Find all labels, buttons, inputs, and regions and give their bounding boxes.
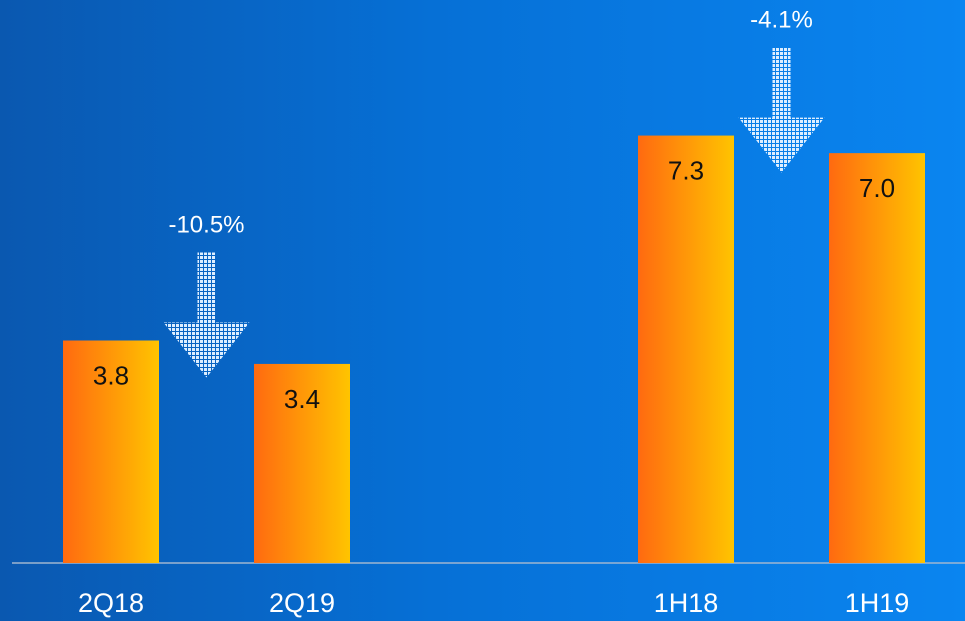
bar-2q18 xyxy=(63,340,159,563)
x-tick-label: 1H18 xyxy=(654,588,719,618)
bar-value-label: 7.0 xyxy=(859,173,895,203)
bar-1h19 xyxy=(829,153,925,563)
down-arrow-icon xyxy=(738,47,825,173)
down-arrow-icon xyxy=(163,252,250,378)
bar-value-label: 3.8 xyxy=(93,361,129,391)
bar-1h18 xyxy=(638,135,734,563)
x-tick-label: 2Q19 xyxy=(269,588,335,618)
bar-value-label: 3.4 xyxy=(284,384,320,414)
change-percent-label: -10.5% xyxy=(168,212,244,239)
x-tick-label: 2Q18 xyxy=(78,588,144,618)
change-percent-label: -4.1% xyxy=(750,7,813,34)
x-tick-label: 1H19 xyxy=(845,588,910,618)
bar-value-label: 7.3 xyxy=(668,156,704,186)
bar-2q19 xyxy=(254,363,350,563)
